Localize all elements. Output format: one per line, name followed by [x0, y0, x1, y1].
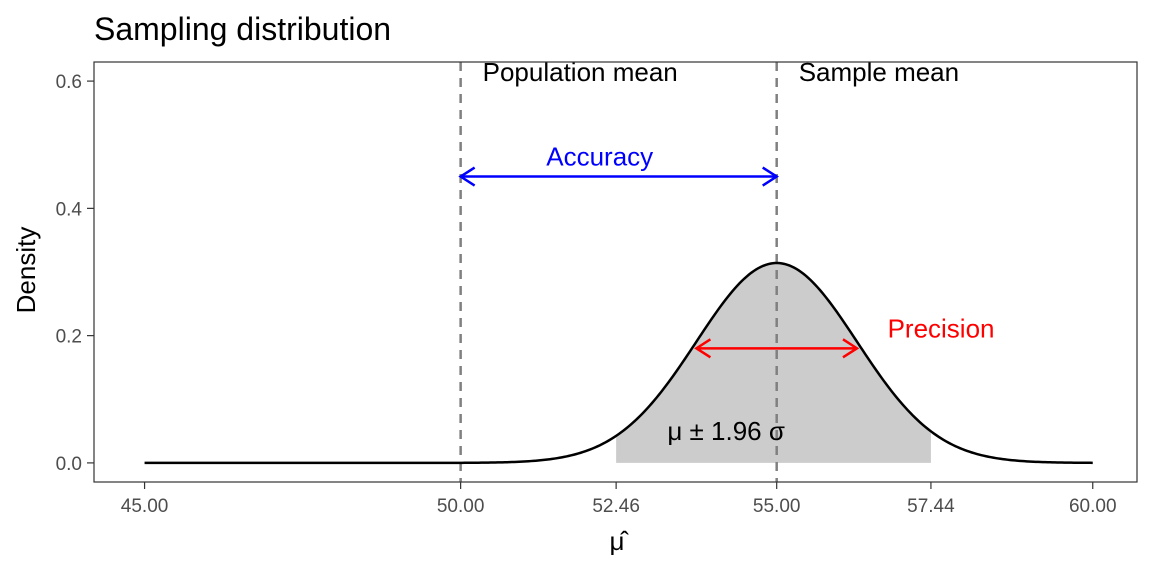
chart-title: Sampling distribution	[94, 11, 391, 47]
y-axis-title: Density	[11, 227, 41, 314]
interval-label: μ ± 1.96 σ	[667, 416, 785, 446]
plot-area: Population mean Sample meanAccuracyPrecis…	[56, 57, 1138, 517]
precision-arrowhead-right	[842, 338, 860, 359]
x-tick-label: 57.44	[907, 496, 955, 517]
x-axis-title: μ̂	[610, 526, 630, 556]
y-tick-label: 0.6	[56, 72, 82, 93]
density-curve	[144, 261, 1093, 465]
accuracy-label: Accuracy	[546, 141, 653, 171]
panel-border	[93, 61, 1138, 483]
y-tick-label: 0.4	[56, 199, 83, 220]
accuracy-arrowhead-right	[762, 166, 780, 187]
x-tick-label: 50.00	[437, 496, 485, 517]
precision-arrowhead-left	[694, 338, 712, 359]
shaded-interval	[616, 263, 931, 463]
precision-label: Precision	[888, 313, 995, 343]
x-tick-label: 55.00	[753, 496, 801, 517]
y-tick-label: 0.0	[56, 454, 82, 475]
accuracy-arrowhead-left	[458, 166, 476, 187]
y-tick-label: 0.2	[56, 327, 82, 348]
x-tick-label: 60.00	[1069, 496, 1117, 517]
x-tick-label: 52.46	[592, 496, 640, 517]
x-tick-label: 45.00	[121, 496, 169, 517]
